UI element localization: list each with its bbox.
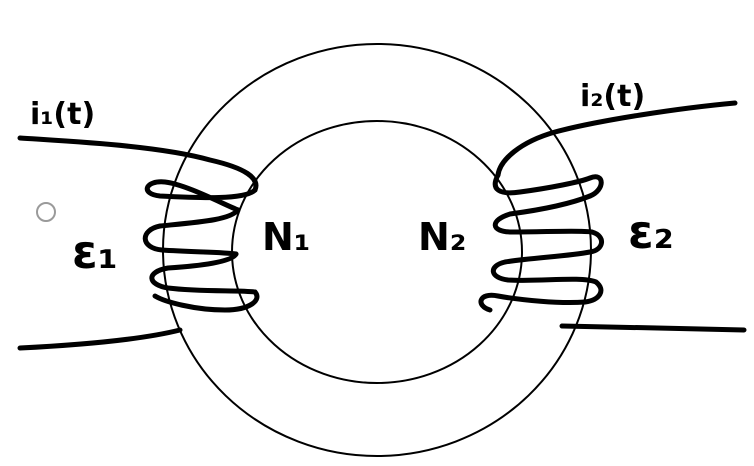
marker-dot [36,202,56,222]
emf-label-left: ε₁ [72,225,118,279]
primary-loop-1 [145,179,258,213]
primary-lead-bottom [17,327,183,351]
primary-loop-3 [149,251,258,295]
secondary-loop-2 [492,193,604,255]
secondary-lead-bottom [559,323,747,333]
toroid-core [162,43,592,457]
secondary-loop-1 [492,172,604,199]
secondary-winding [478,100,747,333]
current-label-left: i₁(t) [30,97,95,132]
core-outer-ring [162,43,592,457]
current-label-right: i₂(t) [580,79,645,114]
primary-lead-top [17,135,259,193]
emf-label-right: ε₂ [628,205,674,259]
secondary-loop-4 [478,292,588,313]
secondary-loop-3 [490,249,604,305]
primary-loop-4 [152,289,260,313]
primary-winding [17,135,260,351]
secondary-lead-top [495,100,738,178]
turns-label-left: N₁ [262,215,310,259]
primary-loop-2 [142,207,241,257]
turns-label-right: N₂ [418,215,466,259]
